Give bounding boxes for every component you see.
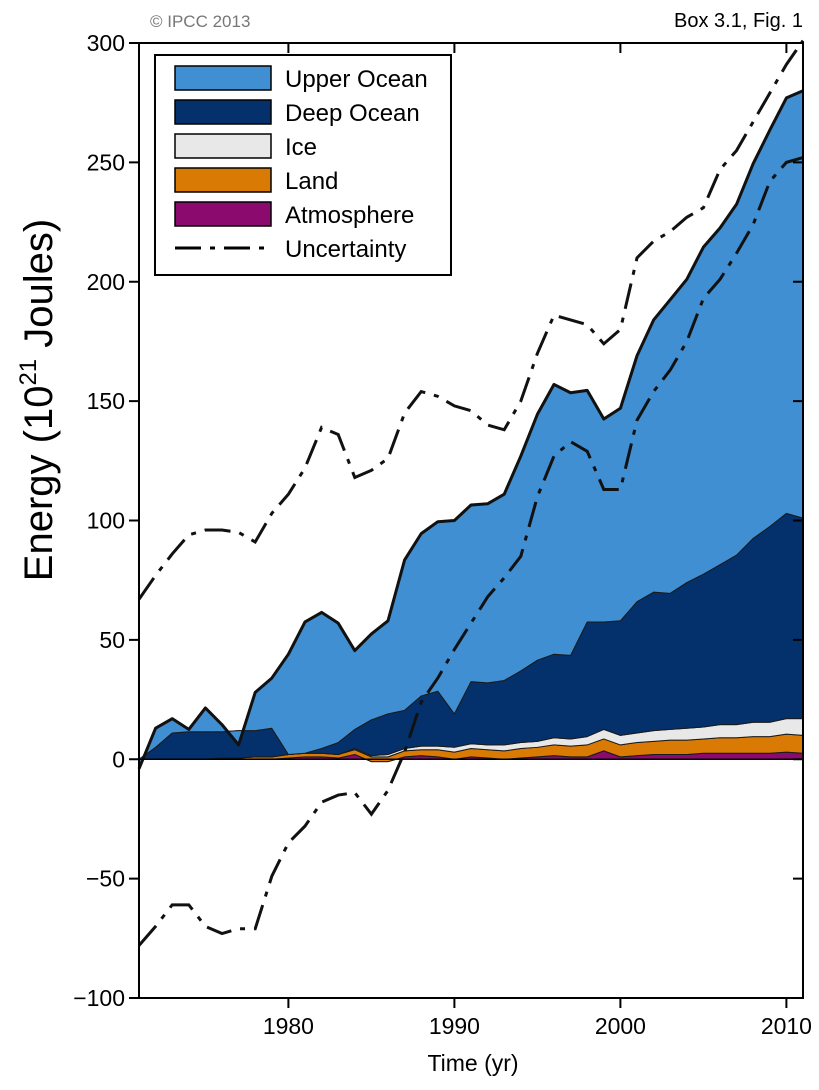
x-tick-label: 1980 bbox=[263, 1013, 314, 1039]
y-tick-label: 300 bbox=[87, 30, 125, 56]
legend-box bbox=[154, 54, 452, 276]
x-tick-label: 1990 bbox=[429, 1013, 480, 1039]
legend-label: Deep Ocean bbox=[285, 100, 420, 127]
x-tick-label: 2000 bbox=[595, 1013, 646, 1039]
total-outline bbox=[137, 89, 804, 770]
y-axis-label-main: Energy (10 bbox=[17, 386, 61, 582]
axes: −100 −50 0 50 100 150 200 250 300 1980 1990 2000 201… bbox=[73, 30, 812, 1039]
y-axis-label: Energy (1021 Joules) bbox=[15, 219, 61, 581]
legend-label: Upper Ocean bbox=[285, 66, 428, 93]
y-axis-label-exponent: 21 bbox=[15, 359, 42, 386]
y-tick-label: 200 bbox=[87, 269, 125, 295]
legend-swatch-atmosphere bbox=[174, 201, 272, 227]
legend-label: Uncertainty bbox=[285, 236, 406, 263]
y-tick-label: 100 bbox=[87, 508, 125, 534]
y-tick-label: −100 bbox=[73, 985, 125, 1011]
legend: Upper Ocean Deep Ocean Ice Land Atmosphere Un… bbox=[154, 54, 452, 276]
x-axis-label: Time (yr) bbox=[427, 1050, 518, 1076]
uncertainty-lines bbox=[137, 39, 805, 947]
legend-label: Ice bbox=[285, 134, 317, 161]
y-tick-label: −50 bbox=[86, 866, 125, 892]
copyright-credit: © IPCC 2013 bbox=[150, 12, 251, 31]
legend-swatch-deep-ocean bbox=[174, 99, 272, 125]
figure-reference: Box 3.1, Fig. 1 bbox=[674, 10, 803, 32]
x-tick-label: 2010 bbox=[761, 1013, 812, 1039]
legend-swatch-land bbox=[174, 167, 272, 193]
legend-label: Atmosphere bbox=[285, 202, 414, 229]
legend-swatch-upper-ocean bbox=[174, 65, 272, 91]
legend-label: Land bbox=[285, 168, 338, 195]
y-tick-label: 150 bbox=[87, 388, 125, 414]
y-tick-label: 50 bbox=[99, 627, 125, 653]
y-axis-label-unit: Joules) bbox=[17, 219, 61, 359]
total-energy-line bbox=[137, 89, 804, 770]
y-tick-label: 0 bbox=[112, 746, 125, 772]
uncertainty-upper-line bbox=[137, 39, 805, 601]
y-tick-label: 250 bbox=[87, 149, 125, 175]
uncertainty-lower-line bbox=[137, 156, 804, 947]
legend-swatch-ice bbox=[174, 133, 272, 159]
